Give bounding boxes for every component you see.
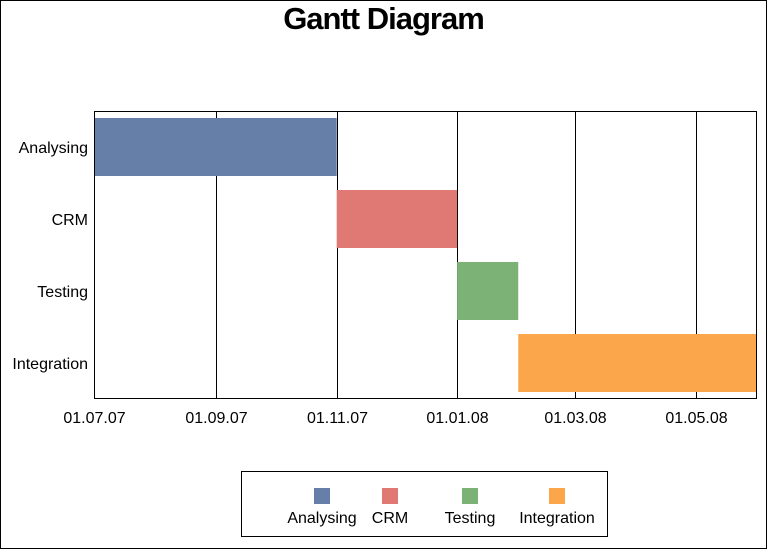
gantt-bar-integration — [518, 334, 757, 392]
legend-item-integration: Integration — [512, 472, 602, 536]
gantt-bar-testing — [457, 262, 519, 320]
x-tick-label: 01.07.07 — [63, 410, 125, 427]
gantt-bar-analysing — [94, 118, 337, 176]
x-tick-label: 01.11.07 — [307, 410, 368, 427]
chart-title: Gantt Diagram — [283, 1, 485, 36]
legend-swatch — [314, 488, 330, 504]
legend-swatch — [462, 488, 478, 504]
x-tick-label: 01.09.07 — [185, 410, 247, 427]
y-category-label: Testing — [37, 284, 88, 301]
plot-border — [94, 111, 757, 399]
x-tick-label: 01.05.08 — [665, 410, 727, 427]
legend-label: Analysing — [287, 510, 357, 527]
legend-item-analysing: Analysing — [277, 472, 367, 536]
y-category-label: CRM — [52, 212, 88, 229]
chart-legend: Analysing CRM Testing Integration — [241, 471, 608, 537]
x-tick-label: 01.03.08 — [544, 410, 606, 427]
y-category-label: Integration — [12, 356, 88, 373]
x-tick-label: 01.01.08 — [426, 410, 488, 427]
legend-swatch — [549, 488, 565, 504]
gantt-bar-crm — [336, 190, 458, 248]
legend-swatch — [382, 488, 398, 504]
legend-label: Integration — [519, 510, 595, 527]
legend-item-testing: Testing — [425, 472, 515, 536]
y-category-label: Analysing — [19, 140, 88, 157]
legend-label: Testing — [444, 510, 496, 527]
legend-label: CRM — [371, 510, 409, 527]
legend-item-crm: CRM — [345, 472, 435, 536]
